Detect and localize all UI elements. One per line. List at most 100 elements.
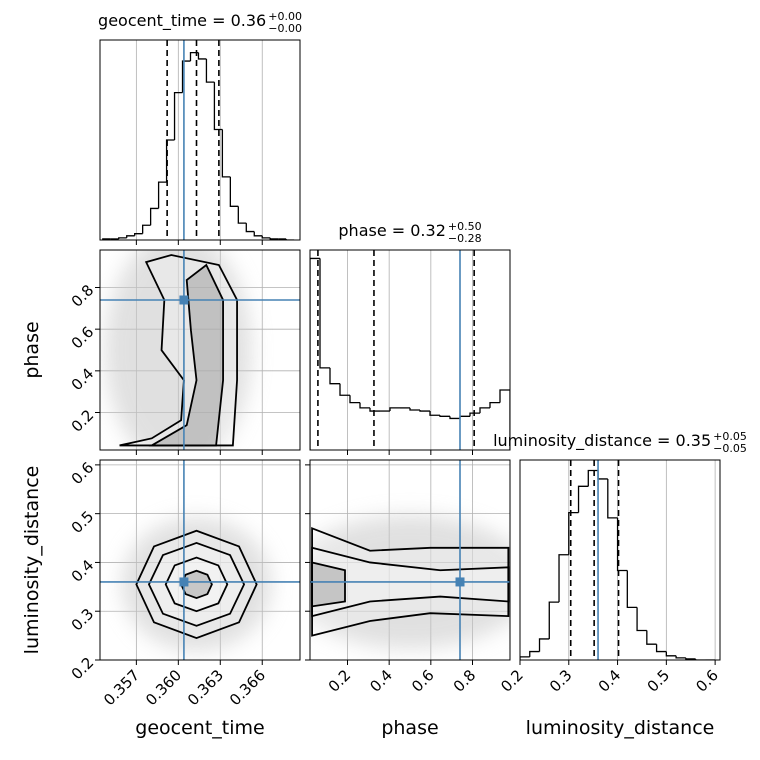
histogram-step xyxy=(675,655,686,659)
panel-title: luminosity_distance = 0.35 xyxy=(493,431,711,451)
histogram-step xyxy=(439,415,450,417)
contour xyxy=(119,254,238,447)
histogram-step xyxy=(626,570,638,609)
contour xyxy=(147,541,246,627)
histogram-step xyxy=(419,410,430,412)
histogram-step xyxy=(459,415,470,419)
histogram-step xyxy=(197,52,207,60)
x-axis-label: luminosity_distance xyxy=(526,717,715,739)
histogram-step xyxy=(285,238,295,240)
panel: 0.2 0.4 0.6 0.8 xyxy=(305,459,511,696)
x-axis-label: phase xyxy=(381,717,438,739)
x-axis-label: geocent_time xyxy=(135,717,264,739)
histogram-step xyxy=(269,237,279,240)
histogram-step xyxy=(221,129,231,178)
x-tick-label: 0.4 xyxy=(595,666,625,696)
y-axis-label: luminosity_distance xyxy=(21,466,43,655)
x-tick-label: 0.363 xyxy=(184,666,227,709)
y-tick-label: 0.6 xyxy=(68,459,98,489)
histogram-step xyxy=(310,257,320,450)
histogram-step xyxy=(429,411,440,416)
histogram-step xyxy=(205,58,215,83)
x-tick-label: 0.360 xyxy=(142,666,185,709)
histogram-step xyxy=(229,176,239,207)
histogram-step xyxy=(118,237,127,239)
plot-area xyxy=(310,250,510,450)
histogram-step xyxy=(489,401,500,408)
title-upper-error: +0.50 xyxy=(448,220,482,233)
y-tick-label: 0.4 xyxy=(68,556,98,586)
plot-area xyxy=(100,460,300,660)
y-axis-label: phase xyxy=(21,321,43,378)
panel: 0.2 0.3 0.4 0.5 0.6 luminosity_distance = 0.3… xyxy=(493,430,747,696)
truth-marker xyxy=(179,295,189,305)
histogram-step xyxy=(548,601,560,639)
histogram-step xyxy=(237,206,247,224)
histogram-step xyxy=(126,235,135,238)
contour xyxy=(148,263,224,447)
panel-frame xyxy=(99,249,301,451)
panel: geocent_time = 0.36 +0.00−0.00 xyxy=(98,10,302,245)
histogram-step xyxy=(359,402,370,409)
histogram-step xyxy=(142,224,151,234)
panel-frame xyxy=(99,39,301,241)
histogram-step xyxy=(213,82,223,131)
histogram-step xyxy=(261,235,271,239)
x-tick-label: 0.3 xyxy=(546,666,576,696)
histogram-step xyxy=(597,470,608,480)
histogram-step xyxy=(665,651,677,657)
histogram-step xyxy=(607,478,618,519)
histogram-step xyxy=(253,231,263,237)
contour xyxy=(311,561,346,608)
y-tick-label: 0.3 xyxy=(68,605,98,635)
histogram-step xyxy=(577,485,589,513)
plot-area xyxy=(310,460,510,660)
contour xyxy=(135,529,258,640)
x-tick-label: 0.5 xyxy=(644,666,674,696)
histogram-step xyxy=(538,638,550,652)
histogram-step xyxy=(173,91,183,140)
panel: 0.2 0.4 0.6 0.8 xyxy=(68,249,301,455)
histogram-step xyxy=(587,469,599,487)
histogram-step xyxy=(636,607,647,632)
histogram-step xyxy=(339,383,350,396)
panel-frame xyxy=(519,459,721,661)
title-lower-error: −0.05 xyxy=(713,442,747,455)
y-tick-label: 0.2 xyxy=(68,654,98,684)
histogram-step xyxy=(319,258,330,369)
y-tick-label: 0.5 xyxy=(68,507,98,537)
panel: phase = 0.32 +0.50−0.28 xyxy=(309,220,511,455)
title-lower-error: −0.28 xyxy=(448,232,482,245)
histogram-step xyxy=(329,367,340,385)
histogram-step xyxy=(409,407,420,411)
contour xyxy=(164,556,229,613)
x-tick-label: 0.357 xyxy=(100,666,143,709)
title-lower-error: −0.00 xyxy=(268,22,302,35)
histogram-step xyxy=(529,650,540,657)
histogram-step xyxy=(646,630,657,645)
y-tick-label: 0.2 xyxy=(68,406,98,436)
x-tick-label: 0.6 xyxy=(408,666,438,696)
histogram-step xyxy=(694,658,706,660)
title-upper-error: +0.05 xyxy=(713,430,747,443)
y-tick-label: 0.8 xyxy=(68,281,98,311)
panel-frame xyxy=(309,249,511,451)
histogram-step xyxy=(520,656,530,660)
histogram-step xyxy=(479,407,490,414)
x-tick-label: 0.8 xyxy=(450,666,480,696)
histogram-step xyxy=(349,395,360,404)
histogram-step xyxy=(616,517,628,572)
y-tick-label: 0.6 xyxy=(68,323,98,353)
histogram-step xyxy=(157,181,167,209)
truth-marker xyxy=(455,577,465,587)
x-tick-label: 0.2 xyxy=(325,666,355,696)
plot-area xyxy=(102,40,295,240)
sample-cloud xyxy=(121,517,272,652)
x-tick-label: 0.4 xyxy=(366,666,396,696)
panel-frame xyxy=(309,459,511,661)
histogram-step xyxy=(469,412,480,417)
title-upper-error: +0.00 xyxy=(268,10,302,23)
histogram-step xyxy=(449,416,460,420)
